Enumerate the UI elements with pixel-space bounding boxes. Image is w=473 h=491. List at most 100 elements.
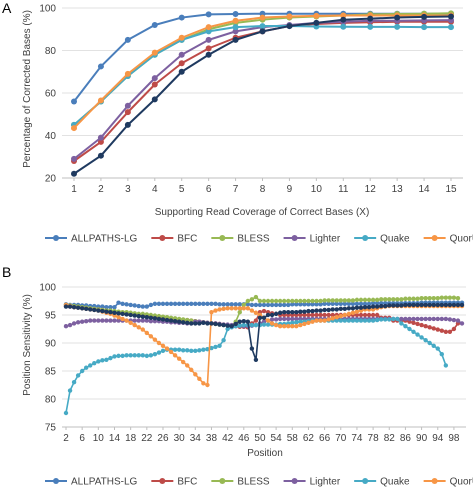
panel-a-xtick-label: 14: [419, 184, 431, 195]
panel-b-point-bfc: [439, 328, 444, 333]
panel-b-point-allpaths-lg: [120, 301, 125, 306]
panel-b-point-bless: [314, 298, 319, 304]
panel-b-point-quake: [370, 318, 376, 323]
panel-b-point-bless: [346, 298, 352, 303]
panel-b-point-sga: [205, 321, 210, 326]
panel-b-point-sga: [306, 308, 311, 314]
panel-b-point-quake: [411, 329, 416, 334]
panel-b-point-lighter: [459, 321, 465, 326]
panel-b-point-bless: [310, 298, 315, 304]
panel-a-point-quake: [421, 24, 428, 31]
panel-a-point-lighter: [151, 75, 158, 82]
panel-b-point-quorum: [326, 317, 331, 322]
panel-b-point-allpaths-lg: [366, 301, 372, 306]
panel-b-point-sga: [156, 316, 162, 322]
panel-b-point-sga: [233, 321, 238, 327]
panel-b-point-quake: [407, 326, 412, 332]
panel-b-point-quorum: [229, 306, 234, 311]
panel-b-xtick-label: 10: [93, 433, 105, 444]
panel-a-ytick-label: 20: [45, 174, 57, 185]
panel-b-point-sga: [298, 309, 303, 314]
panel-b-point-bfc: [447, 329, 453, 334]
panel-a-point-quake: [232, 24, 239, 31]
panel-b-point-allpaths-lg: [362, 301, 368, 306]
panel-b-point-sga: [136, 313, 141, 319]
panel-b-point-bless: [455, 296, 461, 301]
panel-b-point-lighter: [79, 319, 85, 324]
panel-b-point-bfc: [322, 312, 327, 318]
panel-b-point-allpaths-lg: [229, 302, 234, 307]
panel-b-point-sga: [225, 323, 230, 328]
panel-b-point-sga: [269, 312, 275, 318]
panel-b-point-bfc: [330, 312, 335, 318]
panel-b-point-quorum: [148, 334, 154, 339]
panel-b-point-bfc: [318, 312, 323, 318]
panel-b-point-allpaths-lg: [326, 301, 331, 306]
panel-b-point-sga: [75, 305, 81, 310]
panel-b-point-allpaths-lg: [185, 301, 190, 306]
panel-b-point-quake: [435, 346, 440, 351]
panel-b-point-allpaths-lg: [269, 302, 275, 308]
panel-b-point-sga: [370, 304, 376, 309]
panel-b-xtick-label: 34: [190, 433, 202, 444]
panel-b-point-bfc: [435, 327, 440, 332]
panel-b-point-allpaths-lg: [205, 301, 210, 306]
panel-b-point-quake: [79, 368, 85, 374]
panel-b-point-sga: [237, 319, 242, 324]
panel-b-point-lighter: [431, 316, 436, 322]
panel-b-legend-item-bless: BLESS: [211, 477, 270, 488]
panel-b-xtick-label: 50: [254, 433, 266, 444]
panel-b-point-quake: [290, 320, 295, 326]
panel-b-point-quake: [75, 373, 81, 378]
panel-b-xtick-label: 30: [174, 433, 186, 444]
panel-b-point-quake: [104, 357, 109, 362]
panel-b-point-quorum: [180, 359, 186, 365]
panel-b-point-lighter: [140, 318, 145, 323]
panel-a-xtick-label: 3: [125, 184, 131, 195]
panel-b-point-quorum: [185, 363, 190, 368]
panel-a-legend-label: BFC: [177, 234, 197, 245]
panel-b-point-allpaths-lg: [209, 301, 214, 306]
panel-b-point-allpaths-lg: [294, 302, 299, 307]
panel-b-point-quorum: [116, 315, 121, 320]
panel-b-point-quake: [217, 343, 222, 348]
panel-b-point-allpaths-lg: [370, 301, 376, 306]
panel-a-xtick-label: 7: [233, 184, 239, 195]
panel-b-point-allpaths-lg: [302, 302, 307, 307]
panel-b-point-quake: [136, 353, 141, 358]
panel-b-point-sga: [350, 306, 356, 311]
panel-b-point-sga: [201, 320, 206, 326]
panel-b-point-quorum: [237, 306, 242, 311]
panel-a-point-lighter: [205, 36, 212, 43]
panel-b-xtick-label: 90: [416, 433, 428, 444]
panel-b-point-bless: [451, 295, 457, 300]
panel-b-point-bfc: [370, 312, 376, 318]
panel-b-point-allpaths-lg: [197, 301, 202, 306]
panel-b-point-sga: [459, 302, 465, 308]
panel-a-point-sga: [421, 13, 428, 20]
panel-b-point-sga: [419, 302, 424, 308]
panel-b-point-allpaths-lg: [346, 301, 352, 306]
panel-b-point-allpaths-lg: [132, 303, 137, 308]
panel-b-point-bless: [419, 296, 424, 301]
panel-b-point-sga: [326, 307, 331, 313]
panel-a-xtick-label: 10: [311, 184, 323, 195]
panel-b-point-bless: [338, 298, 343, 303]
panel-b-point-allpaths-lg: [116, 300, 121, 305]
panel-b-point-quake: [346, 318, 352, 323]
panel-b-point-sga: [342, 306, 348, 312]
panel-b-point-bless: [302, 298, 307, 304]
panel-b-point-quorum: [342, 312, 348, 318]
panel-b-legend-label: BFC: [177, 477, 197, 488]
panel-b-point-quorum: [124, 318, 129, 323]
panel-b-point-quake: [140, 353, 145, 358]
panel-a-legend-marker: [53, 235, 59, 241]
panel-b-point-quake: [261, 322, 267, 327]
panel-b-legend-item-quake: Quake: [354, 477, 410, 488]
panel-b-point-quorum: [221, 306, 226, 312]
panel-b-point-sga: [164, 317, 170, 323]
panel-b-point-lighter: [427, 316, 432, 322]
panel-b-point-quake: [241, 322, 246, 328]
panel-b-point-quake: [338, 318, 343, 323]
